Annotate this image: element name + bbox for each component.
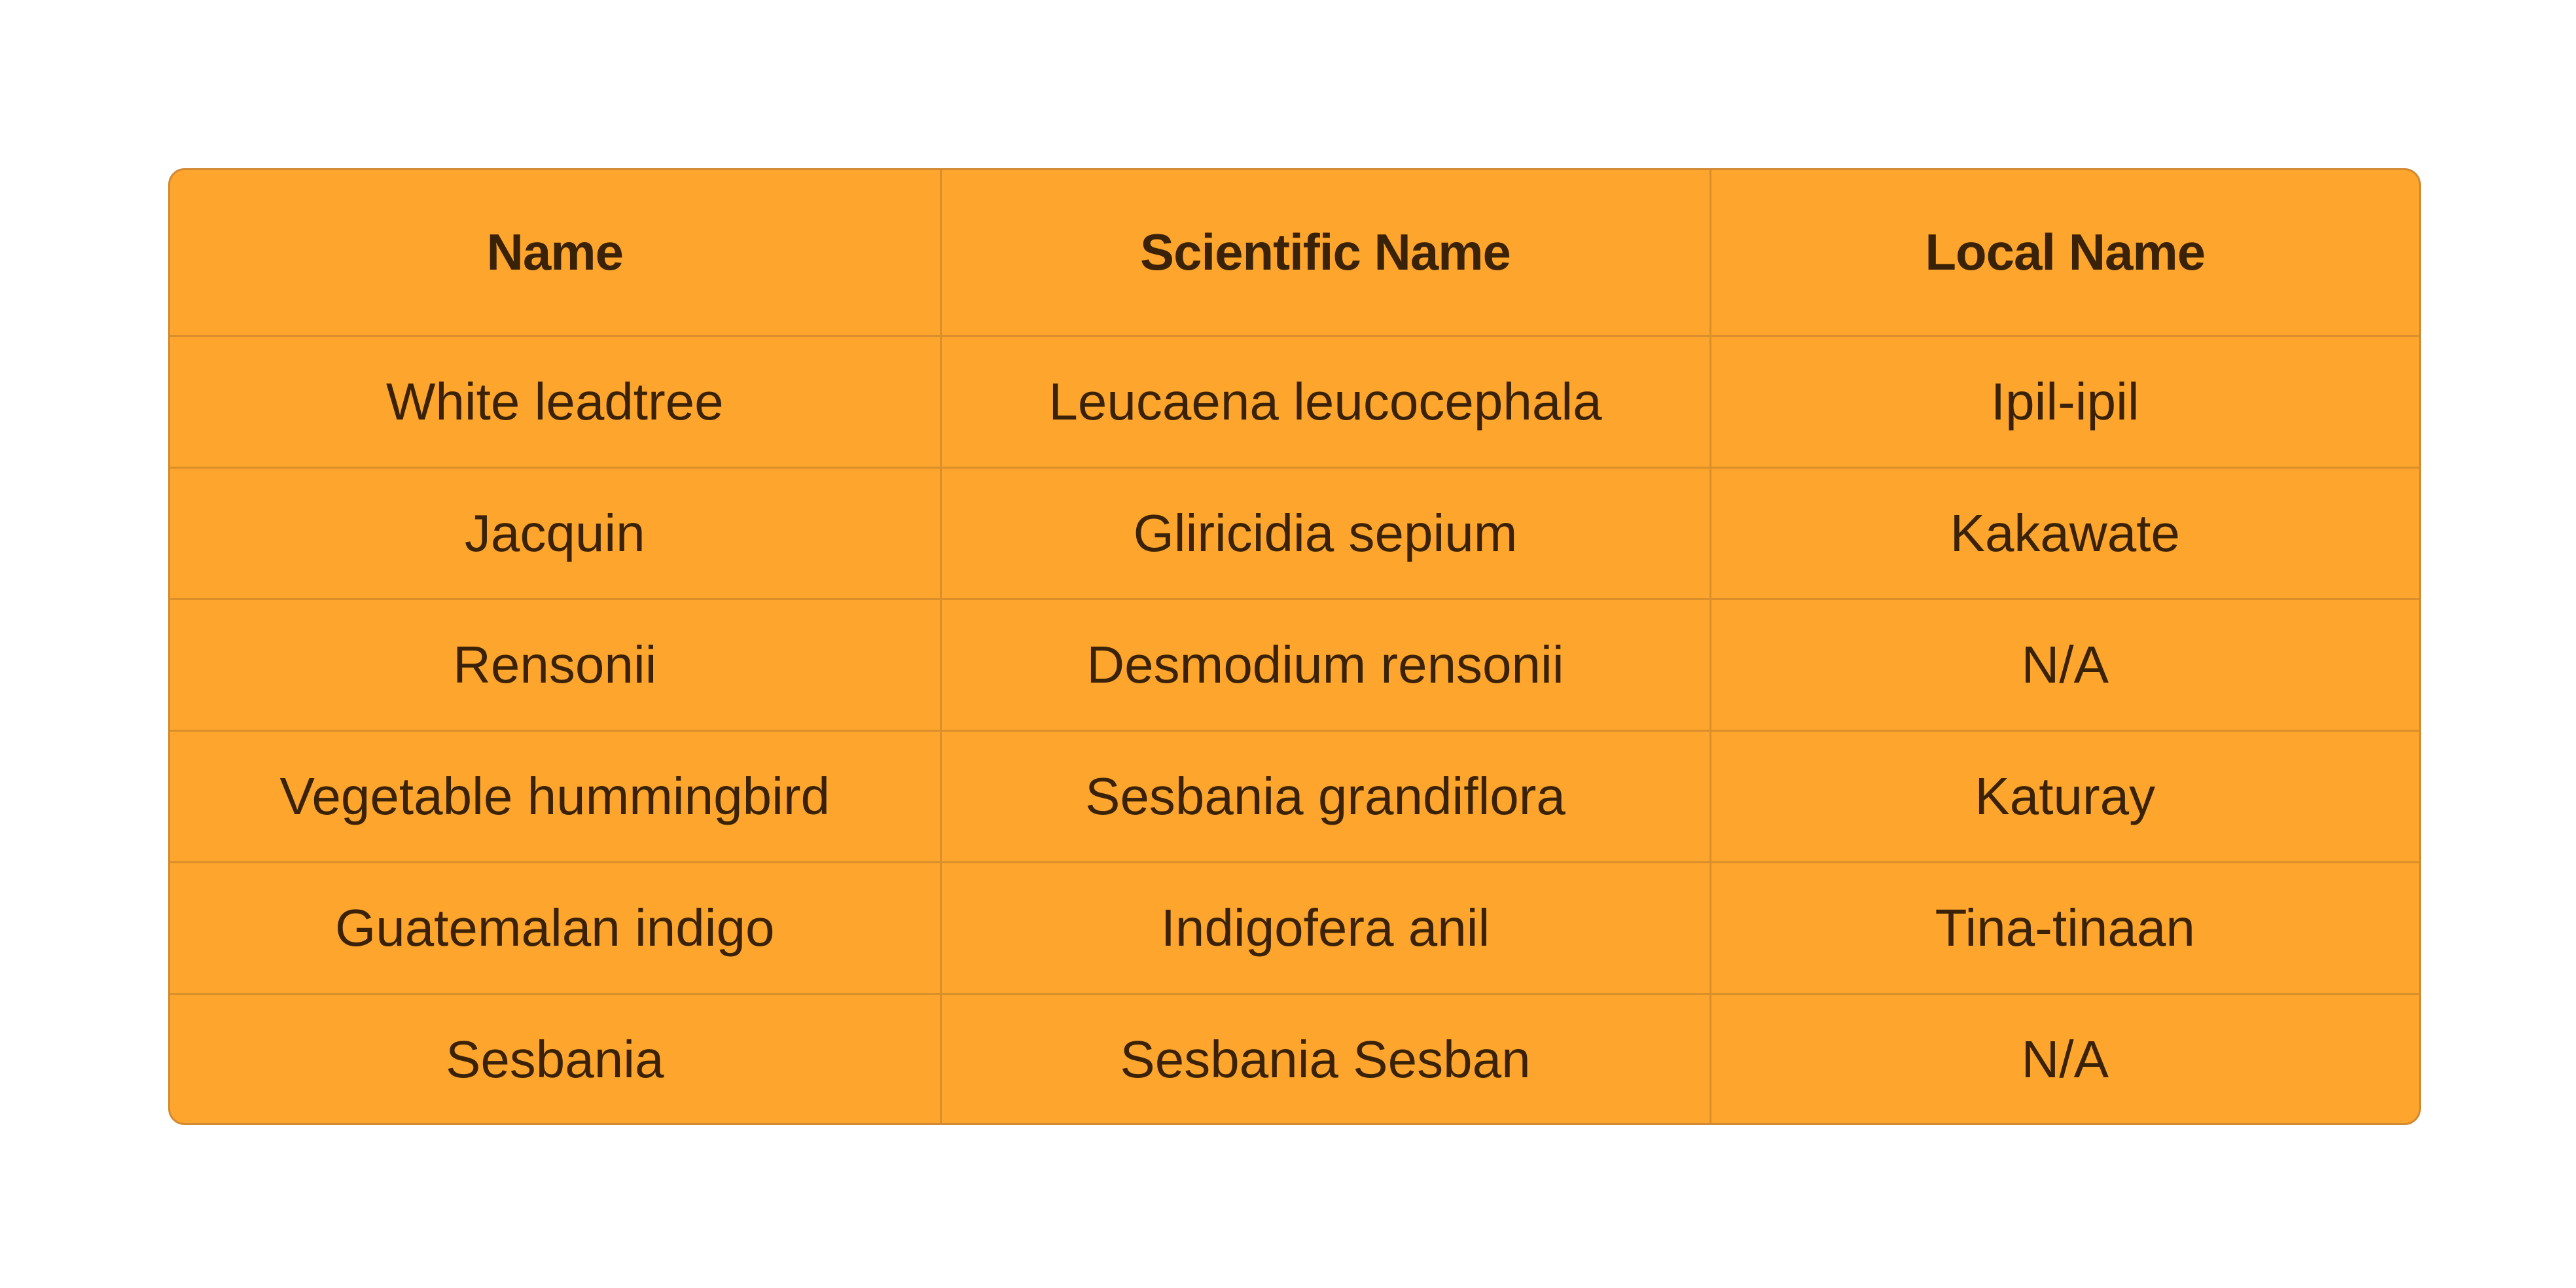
cell-local-name: Tina-tinaan	[1710, 862, 2419, 995]
column-header-name: Name	[170, 170, 942, 337]
cell-name: Guatemalan indigo	[170, 862, 942, 995]
table-row: Rensonii Desmodium rensonii N/A	[170, 599, 2419, 732]
cell-local-name: Kakawate	[1710, 467, 2419, 600]
table-header-row: Name Scientific Name Local Name	[170, 170, 2419, 337]
table-row: Sesbania Sesbania Sesban N/A	[170, 993, 2419, 1123]
cell-name: Rensonii	[170, 599, 942, 732]
cell-local-name: N/A	[2021, 1030, 2109, 1089]
cell-scientific-name: Gliricidia sepium	[940, 467, 1711, 600]
cell-name: Jacquin	[170, 467, 942, 600]
cell-scientific-name: Desmodium rensonii	[940, 599, 1711, 732]
cell-local-name: Katuray	[1710, 730, 2419, 863]
cell-name: White leadtree	[170, 336, 942, 469]
cell-scientific-name: Indigofera anil	[940, 862, 1711, 995]
cell-local-name: Ipil-ipil	[1710, 336, 2419, 469]
cell-scientific-name: Sesbania Sesban	[940, 993, 1711, 1123]
cell-scientific-name: Sesbania grandiflora	[940, 730, 1711, 863]
table-row: Vegetable hummingbird Sesbania grandiflo…	[170, 730, 2419, 863]
plant-names-table: Name Scientific Name Local Name White le…	[170, 170, 2419, 1123]
table-row: Guatemalan indigo Indigofera anil Tina-t…	[170, 862, 2419, 995]
cell-local-name: N/A	[1710, 599, 2419, 732]
column-header-local-name: Local Name	[1710, 170, 2419, 337]
cell-name: Vegetable hummingbird	[170, 730, 942, 863]
table-row: White leadtree Leucaena leucocephala Ipi…	[170, 336, 2419, 469]
table-row: Jacquin Gliricidia sepium Kakawate	[170, 467, 2419, 600]
cell-name: Sesbania	[170, 993, 942, 1123]
column-header-scientific-name: Scientific Name	[940, 170, 1711, 337]
cell-scientific-name: Leucaena leucocephala	[940, 336, 1711, 469]
plant-table-container: Name Scientific Name Local Name White le…	[168, 168, 2421, 1125]
